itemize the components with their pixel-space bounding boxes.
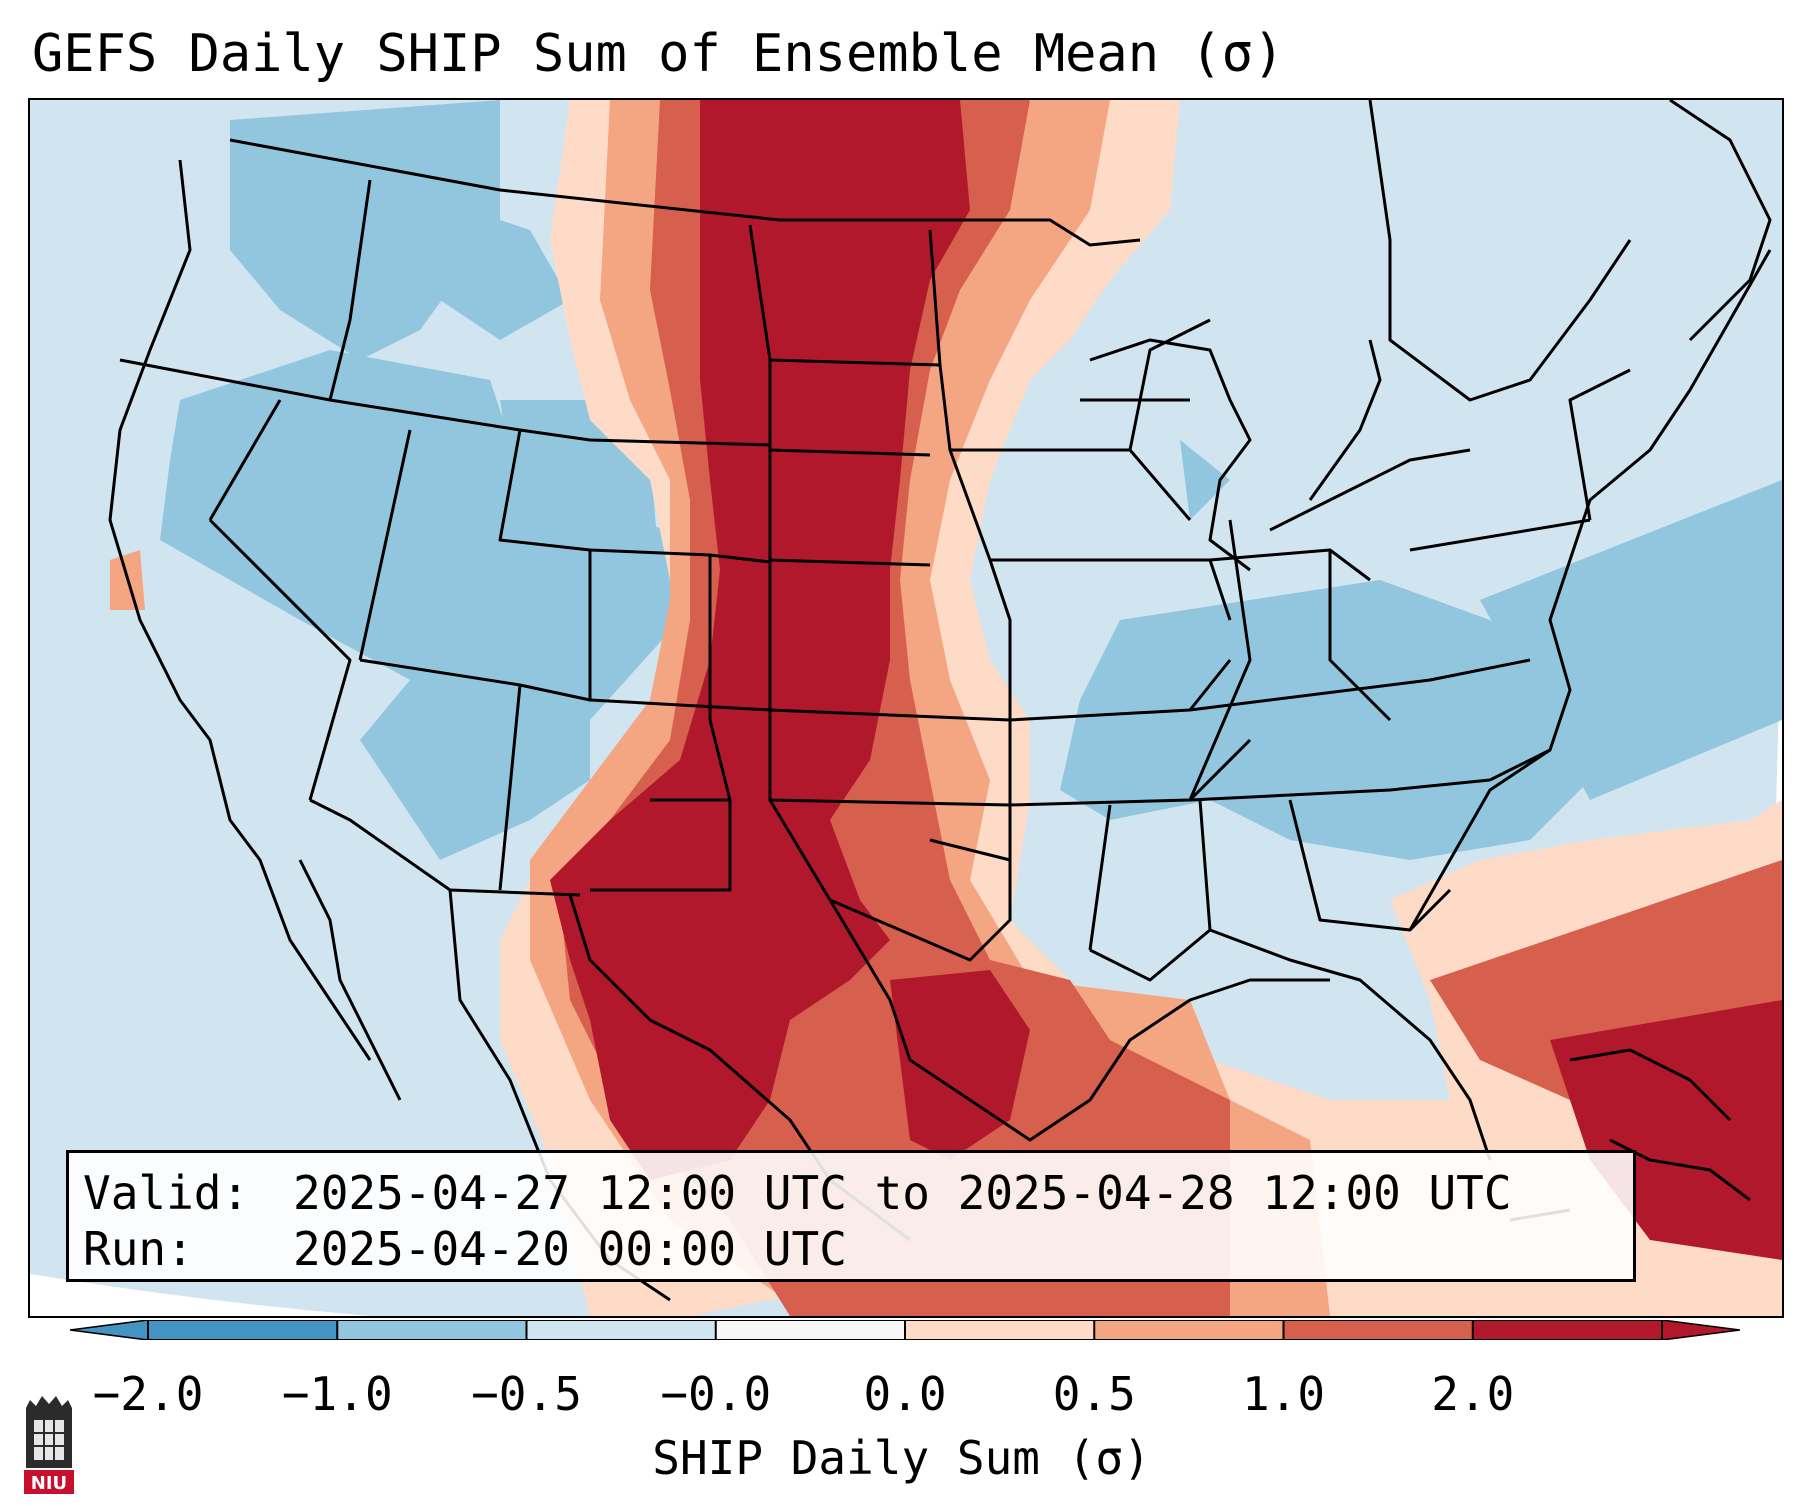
colorbar-segment (715, 1320, 905, 1340)
valid-time-box: Valid: 2025-04-27 12:00 UTC to 2025-04-28… (66, 1150, 1636, 1282)
valid-value: 2025-04-27 12:00 UTC to 2025-04-28 12:00… (293, 1166, 1512, 1220)
run-row: Run: 2025-04-20 00:00 UTC (83, 1221, 1619, 1277)
ship-anomaly-map (28, 98, 1784, 1318)
colorbar-tick-label: −0.5 (471, 1367, 582, 1421)
colorbar-segment (1283, 1320, 1473, 1340)
run-value: 2025-04-20 00:00 UTC (293, 1222, 847, 1276)
projection-edge (30, 1274, 370, 1316)
svg-text:NIU: NIU (31, 1473, 67, 1494)
colorbar-tick-label: −2.0 (92, 1367, 204, 1421)
chart-title: GEFS Daily SHIP Sum of Ensemble Mean (σ) (32, 24, 1285, 84)
colorbar-extend-low (69, 1319, 149, 1341)
run-label: Run: (83, 1222, 194, 1276)
positive-anomaly-layer (110, 100, 1782, 1316)
colorbar-svg (69, 1319, 1741, 1341)
valid-label: Valid: (83, 1166, 250, 1220)
colorbar-segment (1094, 1320, 1284, 1340)
colorbar-tick-label: 0.5 (1052, 1367, 1136, 1421)
colorbar-segment (905, 1320, 1095, 1340)
colorbar-extend-high (1661, 1319, 1741, 1341)
colorbar-segment (148, 1320, 338, 1340)
map-canvas (30, 100, 1782, 1316)
colorbar-tick-label: 2.0 (1431, 1367, 1515, 1421)
colorbar-tick-label: 0.0 (863, 1367, 947, 1421)
colorbar-segment (526, 1320, 716, 1340)
valid-row: Valid: 2025-04-27 12:00 UTC to 2025-04-28… (83, 1165, 1619, 1221)
colorbar (69, 1319, 1741, 1344)
colorbar-segment (1472, 1320, 1662, 1340)
niu-logo-icon: NIU (24, 1396, 74, 1494)
colorbar-segment (337, 1320, 527, 1340)
colorbar-label: SHIP Daily Sum (σ) (652, 1431, 1151, 1485)
colorbar-tick-label: −1.0 (281, 1367, 393, 1421)
negative-anomaly-layer (160, 100, 1782, 860)
colorbar-tick-label: −0.0 (660, 1367, 772, 1421)
colorbar-tick-label: 1.0 (1241, 1367, 1326, 1421)
